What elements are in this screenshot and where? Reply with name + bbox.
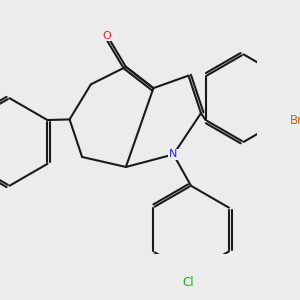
Text: O: O xyxy=(103,31,112,40)
Text: N: N xyxy=(169,149,178,160)
Text: Cl: Cl xyxy=(183,276,194,290)
Text: Br: Br xyxy=(290,113,300,127)
